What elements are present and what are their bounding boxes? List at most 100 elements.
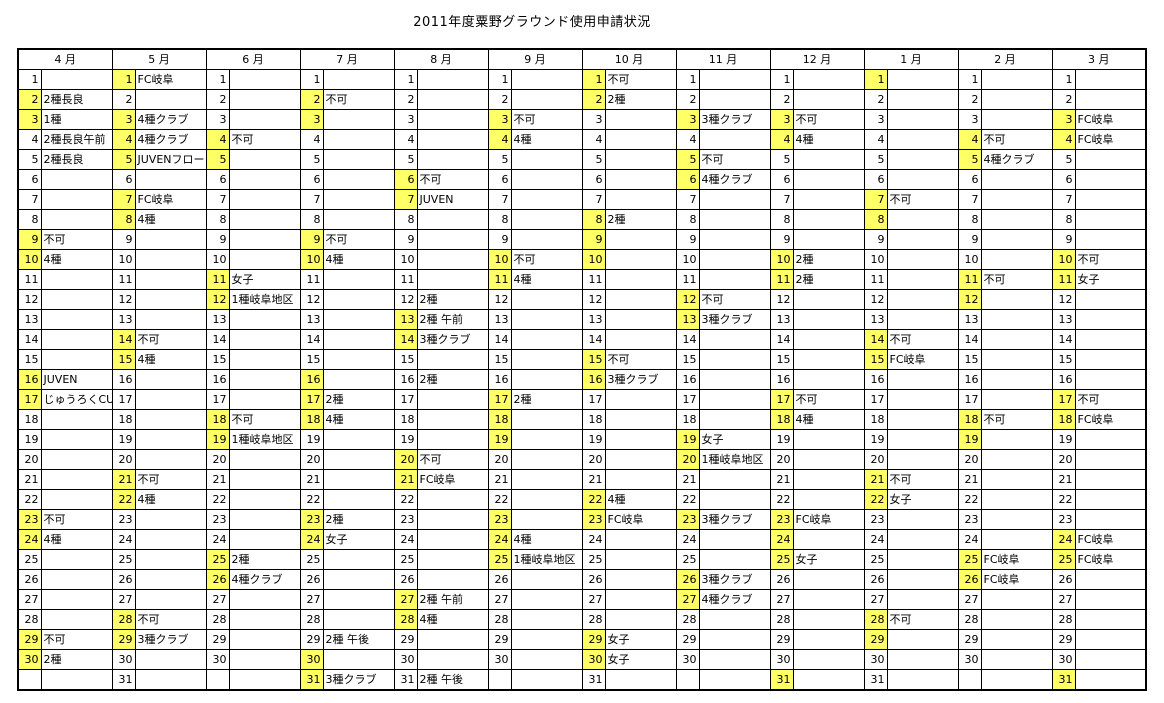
day-number-cell[interactable]: 11	[957, 269, 982, 290]
booking-note-cell[interactable]	[981, 249, 1053, 270]
day-number-cell[interactable]: 26	[17, 569, 42, 590]
day-number-cell[interactable]: 27	[111, 589, 136, 610]
day-number-cell[interactable]: 26	[205, 569, 230, 590]
booking-note-cell[interactable]	[135, 509, 207, 530]
booking-note-cell[interactable]: 4種クラブ	[135, 129, 207, 150]
booking-note-cell[interactable]: FC岐阜	[981, 569, 1053, 590]
day-number-cell[interactable]: 28	[299, 609, 324, 630]
booking-note-cell[interactable]: 4種	[605, 489, 677, 510]
day-number-cell[interactable]: 10	[957, 249, 982, 270]
day-number-cell[interactable]: 27	[299, 589, 324, 610]
day-number-cell[interactable]: 11	[581, 269, 606, 290]
booking-note-cell[interactable]	[605, 309, 677, 330]
booking-note-cell[interactable]	[323, 469, 395, 490]
day-number-cell[interactable]: 5	[205, 149, 230, 170]
booking-note-cell[interactable]: 2種	[229, 549, 301, 570]
day-number-cell[interactable]: 30	[769, 649, 794, 670]
booking-note-cell[interactable]	[323, 269, 395, 290]
booking-note-cell[interactable]	[323, 289, 395, 310]
day-number-cell[interactable]: 19	[111, 429, 136, 450]
booking-note-cell[interactable]: 女子	[605, 649, 677, 670]
day-number-cell[interactable]: 16	[581, 369, 606, 390]
day-number-cell[interactable]: 15	[863, 349, 888, 370]
day-number-cell[interactable]: 19	[769, 429, 794, 450]
day-number-cell[interactable]: 20	[487, 449, 512, 470]
day-number-cell[interactable]: 19	[675, 429, 700, 450]
day-number-cell[interactable]: 7	[863, 189, 888, 210]
day-number-cell[interactable]: 1	[863, 69, 888, 90]
day-number-cell[interactable]: 5	[769, 149, 794, 170]
day-number-cell[interactable]: 3	[17, 109, 42, 130]
day-number-cell[interactable]: 25	[205, 549, 230, 570]
booking-note-cell[interactable]	[887, 509, 959, 530]
booking-note-cell[interactable]	[1075, 149, 1147, 170]
day-number-cell[interactable]: 26	[1051, 569, 1076, 590]
booking-note-cell[interactable]	[41, 609, 113, 630]
day-number-cell[interactable]: 21	[1051, 469, 1076, 490]
day-number-cell[interactable]: 13	[581, 309, 606, 330]
day-number-cell[interactable]: 1	[299, 69, 324, 90]
booking-note-cell[interactable]	[793, 429, 865, 450]
booking-note-cell[interactable]	[323, 109, 395, 130]
booking-note-cell[interactable]	[323, 169, 395, 190]
booking-note-cell[interactable]	[887, 69, 959, 90]
booking-note-cell[interactable]: 女子	[887, 489, 959, 510]
booking-note-cell[interactable]	[229, 309, 301, 330]
day-number-cell[interactable]: 11	[111, 269, 136, 290]
booking-note-cell[interactable]	[511, 629, 583, 650]
day-number-cell[interactable]: 18	[205, 409, 230, 430]
day-number-cell[interactable]: 10	[17, 249, 42, 270]
day-number-cell[interactable]: 30	[393, 649, 418, 670]
day-number-cell[interactable]: 6	[863, 169, 888, 190]
booking-note-cell[interactable]	[41, 209, 113, 230]
booking-note-cell[interactable]	[699, 409, 771, 430]
booking-note-cell[interactable]	[793, 229, 865, 250]
booking-note-cell[interactable]	[323, 329, 395, 350]
booking-note-cell[interactable]: 不可	[887, 469, 959, 490]
day-number-cell[interactable]: 30	[205, 649, 230, 670]
day-number-cell[interactable]: 18	[299, 409, 324, 430]
day-number-cell[interactable]: 9	[769, 229, 794, 250]
day-number-cell[interactable]: 9	[205, 229, 230, 250]
booking-note-cell[interactable]	[511, 489, 583, 510]
booking-note-cell[interactable]: 2種 午前	[417, 589, 489, 610]
day-number-cell[interactable]: 11	[863, 269, 888, 290]
booking-note-cell[interactable]: 4種	[135, 209, 207, 230]
booking-note-cell[interactable]	[229, 169, 301, 190]
day-number-cell[interactable]: 26	[863, 569, 888, 590]
booking-note-cell[interactable]: 女子	[1075, 269, 1147, 290]
day-number-cell[interactable]: 4	[487, 129, 512, 150]
booking-note-cell[interactable]	[981, 629, 1053, 650]
day-number-cell[interactable]: 20	[957, 449, 982, 470]
booking-note-cell[interactable]: 4種	[41, 529, 113, 550]
day-number-cell[interactable]: 9	[487, 229, 512, 250]
booking-note-cell[interactable]: 2種長良午前	[41, 129, 113, 150]
day-number-cell[interactable]: 8	[205, 209, 230, 230]
booking-note-cell[interactable]	[41, 669, 113, 691]
booking-note-cell[interactable]: 不可	[1075, 249, 1147, 270]
day-number-cell[interactable]: 22	[1051, 489, 1076, 510]
booking-note-cell[interactable]	[887, 269, 959, 290]
booking-note-cell[interactable]	[323, 309, 395, 330]
day-number-cell[interactable]: 8	[581, 209, 606, 230]
booking-note-cell[interactable]	[511, 69, 583, 90]
day-number-cell[interactable]: 10	[863, 249, 888, 270]
day-number-cell[interactable]: 28	[111, 609, 136, 630]
booking-note-cell[interactable]	[511, 569, 583, 590]
day-number-cell[interactable]: 12	[487, 289, 512, 310]
booking-note-cell[interactable]	[981, 209, 1053, 230]
booking-note-cell[interactable]	[229, 649, 301, 670]
day-number-cell[interactable]: 11	[675, 269, 700, 290]
day-number-cell[interactable]: 28	[957, 609, 982, 630]
day-number-cell[interactable]: 13	[393, 309, 418, 330]
booking-note-cell[interactable]	[887, 569, 959, 590]
day-number-cell[interactable]: 30	[111, 649, 136, 670]
booking-note-cell[interactable]	[417, 349, 489, 370]
day-number-cell[interactable]: 19	[957, 429, 982, 450]
day-number-cell[interactable]: 17	[111, 389, 136, 410]
day-number-cell[interactable]: 2	[769, 89, 794, 110]
booking-note-cell[interactable]	[511, 229, 583, 250]
booking-note-cell[interactable]: 4種	[323, 409, 395, 430]
day-number-cell[interactable]: 23	[111, 509, 136, 530]
booking-note-cell[interactable]	[887, 649, 959, 670]
